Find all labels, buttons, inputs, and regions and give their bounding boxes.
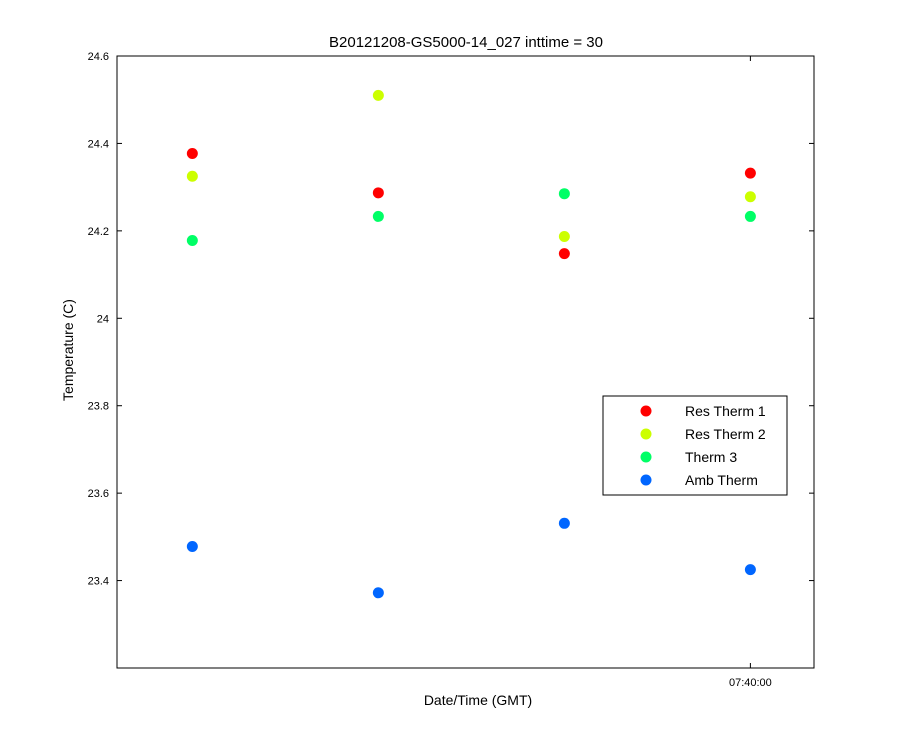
data-point — [744, 191, 756, 203]
data-point — [186, 147, 198, 159]
legend-marker — [640, 451, 652, 463]
y-axis-label: Temperature (C) — [60, 299, 76, 401]
x-axis: 07:40:00 — [729, 56, 772, 689]
plot-area — [116, 55, 815, 669]
y-tick-label: 24 — [97, 313, 109, 325]
data-point — [372, 210, 384, 222]
legend-box — [602, 395, 788, 496]
legend-marker — [640, 428, 652, 440]
x-axis-label: Date/Time (GMT) — [424, 692, 532, 708]
data-point — [744, 167, 756, 179]
x-tick-label: 07:40:00 — [729, 677, 772, 689]
y-tick-label: 24.6 — [88, 51, 109, 63]
data-points — [186, 89, 756, 599]
data-point — [372, 587, 384, 599]
legend-marker — [640, 474, 652, 486]
data-point — [372, 187, 384, 199]
data-point — [744, 210, 756, 222]
data-point — [558, 517, 570, 529]
data-point — [558, 188, 570, 200]
y-tick-label: 23.8 — [88, 401, 109, 413]
y-tick-label: 23.6 — [88, 488, 109, 500]
legend-label: Res Therm 2 — [685, 426, 766, 442]
legend-label: Res Therm 1 — [685, 403, 766, 419]
y-axis: 23.4 23.6 23.8 24 24.2 24.4 24.6 — [88, 51, 814, 588]
legend-marker — [640, 405, 652, 417]
y-tick-label: 24.2 — [88, 226, 109, 238]
data-point — [558, 248, 570, 260]
y-tick-label: 23.4 — [88, 576, 109, 588]
legend-label: Amb Therm — [685, 472, 758, 488]
legend-label: Therm 3 — [685, 449, 737, 465]
legend: Res Therm 1 Res Therm 2 Therm 3 Amb Therm — [602, 395, 788, 496]
y-tick-label: 24.4 — [88, 138, 109, 150]
data-point — [186, 170, 198, 182]
data-point — [372, 89, 384, 101]
data-point — [558, 231, 570, 243]
chart-title: B20121208-GS5000-14_027 inttime = 30 — [329, 34, 603, 51]
data-point — [186, 234, 198, 246]
data-point — [186, 540, 198, 552]
data-point — [744, 564, 756, 576]
